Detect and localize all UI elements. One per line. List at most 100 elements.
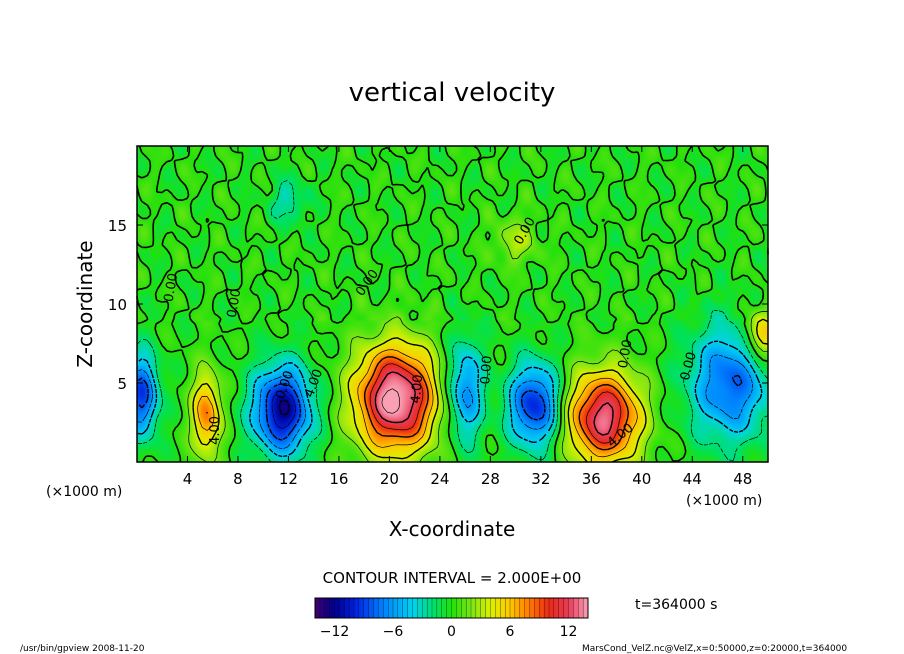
colorbar-cell <box>417 597 423 619</box>
contour-label: 0.00 <box>678 350 700 382</box>
colorbar-cell <box>490 597 496 619</box>
contour-level-4 <box>192 318 769 463</box>
colorbar-cell <box>514 597 521 619</box>
colorbar-cell <box>368 597 374 619</box>
x-tick-label: 40 <box>632 470 651 488</box>
contour-lines <box>136 145 769 463</box>
footer-right: MarsCond_VelZ.nc@VelZ,x=0:50000,z=0:2000… <box>582 644 847 654</box>
x-tick-label: 12 <box>279 470 298 488</box>
colorbar-cell <box>456 597 462 619</box>
x-tick-label: 20 <box>380 470 399 488</box>
colorbar-tick-label: 0 <box>447 624 456 640</box>
colorbar-cell <box>319 597 326 619</box>
x-unit-label-right: (×1000 m) <box>686 493 762 509</box>
time-label: t=364000 s <box>635 597 717 613</box>
colorbar-cell <box>519 597 526 619</box>
x-unit-label-left: (×1000 m) <box>46 484 122 500</box>
colorbar-tick-label: −6 <box>383 624 404 640</box>
contour-level-neg12 <box>278 399 290 416</box>
y-axis-label: Z-coordinate <box>73 240 97 367</box>
colorbar-cell <box>509 597 516 619</box>
colorbar-cell <box>314 597 321 619</box>
colorbar-cell <box>412 597 418 619</box>
contour-interval-label: CONTOUR INTERVAL = 2.000E+00 <box>323 569 582 587</box>
colorbar-cell <box>543 597 550 619</box>
colorbar-cell <box>480 597 487 619</box>
colorbar-cell <box>548 597 555 619</box>
contour-level-10 <box>369 363 622 444</box>
colorbar-cell <box>451 597 457 619</box>
colorbar-cell <box>441 597 448 619</box>
contour-level-neg6 <box>136 354 754 450</box>
colorbar-cell <box>358 597 365 619</box>
colorbar-cell <box>363 597 370 619</box>
colorbar-frame <box>314 597 589 619</box>
y-tick-label: 10 <box>108 296 127 314</box>
contour-label: 4.00 <box>409 374 426 404</box>
contour-label: 0.00 <box>616 338 636 369</box>
contour-label: 0.00 <box>162 272 182 303</box>
colorbar-cell <box>373 597 379 619</box>
colorbar-tick-label: −12 <box>320 624 350 640</box>
colorbar-cell <box>504 597 511 619</box>
footer-left: /usr/bin/gpview 2008-11-20 <box>20 644 145 654</box>
contour-level-2 <box>187 223 769 463</box>
colorbar-cell <box>348 597 355 619</box>
contour-level-12 <box>374 371 614 436</box>
colorbar-cell <box>402 597 409 619</box>
colorbar-cell <box>475 597 482 619</box>
colorbar-cell <box>387 597 394 619</box>
contour-label: 0.00 <box>478 355 495 385</box>
colorbar-cell <box>426 597 433 619</box>
colorbar-cell <box>558 597 565 619</box>
x-tick-label: 48 <box>733 470 752 488</box>
colorbar-cell <box>524 597 530 619</box>
heatmap-field <box>137 146 768 462</box>
plot-area: 0.000.000.000.000.000.000.004.004.004.00… <box>136 145 769 463</box>
x-tick-label: 8 <box>233 470 243 488</box>
colorbar-cell <box>465 597 472 619</box>
colorbar-cell <box>563 597 569 619</box>
contour-level-neg2 <box>136 180 769 463</box>
contour-level-0 <box>136 145 769 463</box>
x-axis-label: X-coordinate <box>389 517 516 541</box>
colorbar-cell <box>495 597 501 619</box>
contour-level-neg4 <box>136 340 763 458</box>
contour-level-14 <box>381 388 401 414</box>
y-axis-ticks: 5 10 15 <box>108 217 768 393</box>
colorbar-cell <box>378 597 384 619</box>
colorbar-cell <box>431 597 438 619</box>
colorbar-cell <box>553 597 560 619</box>
colorbar-cell <box>573 597 579 619</box>
colorbar-cell <box>422 597 428 619</box>
colorbar-cell <box>529 597 535 619</box>
colorbar-cell <box>344 597 350 619</box>
colorbar-cell <box>397 597 404 619</box>
colorbar-cell <box>353 597 360 619</box>
contour-level-neg8 <box>136 374 743 441</box>
colorbar-ticks: −12 −6 0 6 12 <box>320 624 578 640</box>
colorbar-tick-label: 12 <box>560 624 578 640</box>
colorbar-cell <box>329 597 335 619</box>
colorbar-cell <box>334 597 340 619</box>
x-tick-label: 24 <box>430 470 449 488</box>
chart-title: vertical velocity <box>349 78 556 108</box>
contour-level-8 <box>206 356 629 451</box>
x-tick-label: 16 <box>329 470 348 488</box>
colorbar-cell <box>392 597 399 619</box>
contour-label: 0.00 <box>225 288 245 319</box>
y-tick-label: 5 <box>117 375 127 393</box>
colorbar <box>314 597 589 619</box>
x-axis-ticks: 4 8 12 16 20 24 28 32 36 40 44 48 <box>183 146 752 488</box>
colorbar-cell <box>324 597 331 619</box>
colorbar-cell <box>436 597 443 619</box>
colorbar-tick-label: 6 <box>506 624 515 640</box>
colorbar-cell <box>568 597 574 619</box>
colorbar-cell <box>446 597 452 619</box>
contour-level-neg10 <box>271 390 296 429</box>
colorbar-cell <box>578 597 584 619</box>
colorbar-cell <box>461 597 467 619</box>
x-tick-label: 28 <box>481 470 500 488</box>
colorbar-cell <box>407 597 413 619</box>
